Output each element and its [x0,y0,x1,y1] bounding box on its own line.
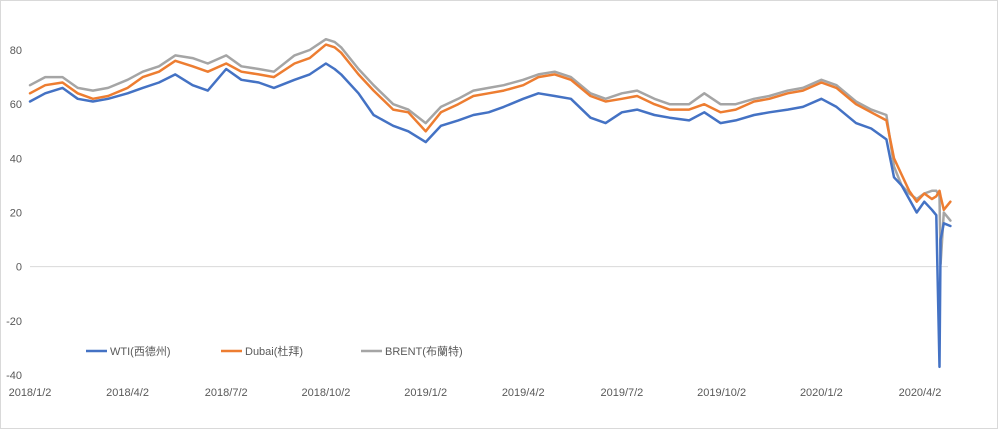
y-axis-ticks: -40 -20 0 20 40 60 80 [6,45,22,382]
y-tick-label: -40 [6,370,22,382]
series-line-1 [28,43,952,212]
series-lines [28,37,952,369]
x-tick-label: 2019/10/2 [697,387,746,399]
y-tick-label: 60 [10,99,22,111]
legend-item: BRENT(布蘭特) [361,344,463,358]
x-tick-label: 2020/1/2 [800,387,843,399]
x-tick-label: 2020/4/2 [899,387,942,399]
legend-label: Dubai(杜拜) [245,344,303,358]
y-tick-label: 40 [10,153,22,165]
series-line-0 [28,62,952,369]
y-tick-label: 0 [16,262,22,274]
y-tick-label: 80 [10,45,22,57]
x-tick-label: 2018/7/2 [205,387,248,399]
y-tick-label: 20 [10,208,22,220]
legend-label: BRENT(布蘭特) [385,344,463,358]
legend-label: WTI(西德州) [110,344,170,358]
legend-item: WTI(西德州) [86,344,170,358]
x-axis-ticks: 2018/1/2 2018/4/2 2018/7/2 2018/10/2 2019/1/… [9,387,942,399]
x-tick-label: 2018/4/2 [106,387,149,399]
x-tick-label: 2018/10/2 [301,387,350,399]
y-tick-label: -20 [6,316,22,328]
legend: WTI(西德州) Dubai(杜拜) BRENT(布蘭特) [86,344,463,358]
legend-item: Dubai(杜拜) [221,344,303,358]
x-tick-label: 2019/4/2 [502,387,545,399]
x-tick-label: 2019/7/2 [600,387,643,399]
x-tick-label: 2018/1/2 [9,387,52,399]
series-line-2 [28,37,952,266]
x-tick-label: 2019/1/2 [404,387,447,399]
